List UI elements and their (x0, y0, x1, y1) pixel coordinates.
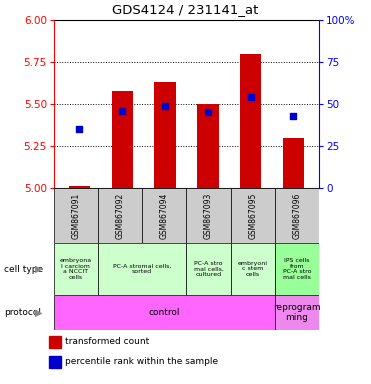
Bar (275, 188, 319, 243)
Bar (197, 104, 219, 188)
Text: embryona
l carciom
a NCCIT
cells: embryona l carciom a NCCIT cells (60, 258, 92, 280)
Text: PC-A stro
mal cells,
cultured: PC-A stro mal cells, cultured (194, 261, 223, 277)
Text: ▶: ▶ (35, 308, 43, 318)
Text: transformed count: transformed count (65, 337, 150, 346)
Bar (142, 188, 186, 243)
Bar (54, 295, 275, 330)
Bar (231, 188, 275, 243)
Point (119, 108, 125, 114)
Bar (98, 243, 186, 295)
Text: IPS cells
from
PC-A stro
mal cells: IPS cells from PC-A stro mal cells (283, 258, 311, 280)
Bar (54, 243, 98, 295)
Bar (98, 188, 142, 243)
Bar (186, 188, 231, 243)
Bar (112, 91, 133, 188)
Point (290, 113, 296, 119)
Bar (283, 137, 304, 188)
Text: GSM867091: GSM867091 (71, 192, 81, 238)
Point (162, 103, 168, 109)
Bar (49, 336, 61, 348)
Bar (275, 243, 319, 295)
Bar (49, 356, 61, 368)
Text: control: control (148, 308, 180, 317)
Text: percentile rank within the sample: percentile rank within the sample (65, 358, 219, 366)
Bar (231, 243, 275, 295)
Text: ▶: ▶ (35, 264, 43, 274)
Bar (69, 186, 90, 188)
Text: cell type: cell type (4, 265, 43, 273)
Text: GDS4124 / 231141_at: GDS4124 / 231141_at (112, 3, 259, 16)
Bar (54, 188, 98, 243)
Bar (154, 82, 176, 188)
Text: GSM867096: GSM867096 (292, 192, 302, 239)
Text: GSM867095: GSM867095 (248, 192, 257, 239)
Text: embryoni
c stem
cells: embryoni c stem cells (238, 261, 268, 277)
Text: GSM867094: GSM867094 (160, 192, 169, 239)
Text: PC-A stromal cells,
sorted: PC-A stromal cells, sorted (113, 263, 171, 275)
Text: protocol: protocol (4, 308, 41, 317)
Bar (275, 295, 319, 330)
Bar (240, 54, 261, 188)
Text: GSM867092: GSM867092 (116, 192, 125, 238)
Point (205, 109, 211, 116)
Text: GSM867093: GSM867093 (204, 192, 213, 239)
Bar (186, 243, 231, 295)
Point (76, 126, 82, 132)
Point (247, 94, 253, 100)
Text: reprogram
ming: reprogram ming (273, 303, 321, 322)
